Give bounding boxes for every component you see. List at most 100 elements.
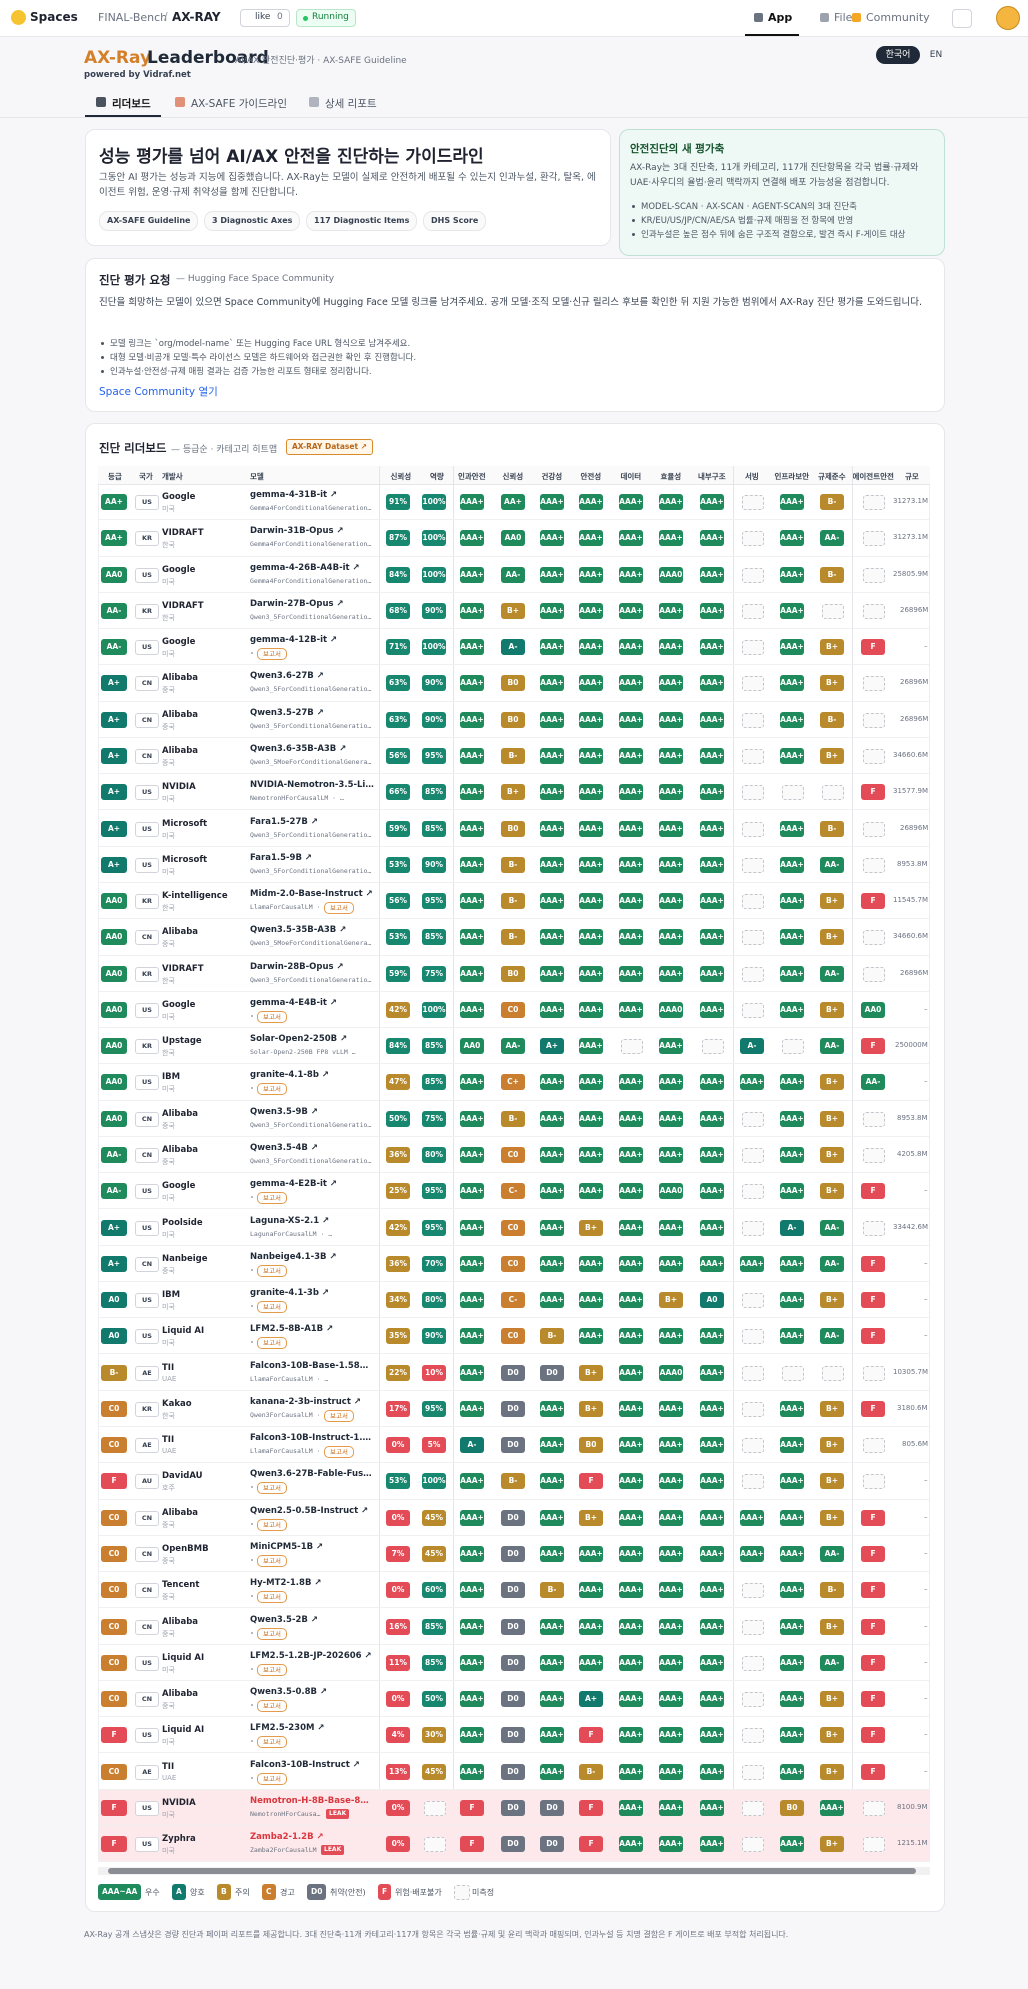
model-name[interactable]: Qwen3.5-2B ↗ — [250, 1614, 318, 1625]
report-tag[interactable]: 보고서 — [257, 648, 287, 661]
report-tag[interactable]: 보고서 — [257, 1083, 287, 1096]
report-tag[interactable]: 보고서 — [257, 1518, 287, 1531]
category-grade: AAA+ — [619, 1545, 643, 1562]
dataset-link[interactable]: AX-RAY Dataset ↗ — [286, 439, 373, 455]
column-header[interactable]: 국가 — [139, 472, 153, 481]
report-tag[interactable]: 보고서 — [257, 1264, 287, 1277]
model-name[interactable]: Fara1.5-27B ↗ — [250, 816, 318, 827]
report-tag[interactable]: 보고서 — [324, 902, 354, 915]
report-tag[interactable]: 보고서 — [257, 1554, 287, 1567]
model-name[interactable]: Qwen3.5-0.8B ↗ — [250, 1687, 328, 1698]
column-header[interactable]: 등급 — [108, 472, 122, 481]
model-name[interactable]: Falcon3-10B-Instruct ↗ — [250, 1759, 360, 1770]
report-tag[interactable]: 보고서 — [257, 1337, 287, 1350]
model-name[interactable]: Qwen3.6-27B-Fable-Fusion-71… — [250, 1469, 374, 1480]
column-header[interactable]: 내부구조 — [698, 472, 726, 481]
status-dot — [303, 16, 308, 21]
model-name[interactable]: Qwen3.5-4B ↗ — [250, 1142, 318, 1153]
model-name[interactable]: Nanbeige4.1-3B ↗ — [250, 1251, 337, 1262]
report-tag[interactable]: 보고서 — [257, 1192, 287, 1205]
avatar[interactable] — [996, 6, 1020, 30]
country-code: CN — [135, 1256, 159, 1272]
report-tag[interactable]: 보고서 — [257, 1482, 287, 1495]
model-name[interactable]: Fara1.5-9B ↗ — [250, 852, 313, 863]
report-tag[interactable]: 보고서 — [257, 1010, 287, 1023]
model-name[interactable]: Zamba2-1.2B ↗ — [250, 1832, 324, 1843]
category-grade: AAA+ — [619, 1691, 643, 1708]
model-name[interactable]: Qwen3.6-35B-A3B ↗ — [250, 744, 347, 755]
legend-label: 위험·배포불가 — [395, 1888, 442, 1897]
model-name[interactable]: Qwen3.5-35B-A3B ↗ — [250, 925, 347, 936]
column-header[interactable]: 규제준수 — [818, 472, 846, 481]
model-name[interactable]: Laguna-XS-2.1 ↗ — [250, 1215, 330, 1226]
model-name[interactable]: Solar-Open2-250B ↗ — [250, 1034, 348, 1045]
like-button[interactable]: like 0 — [240, 9, 290, 27]
model-name[interactable]: LFM2.5-1.2B-JP-202606 ↗ — [250, 1650, 372, 1661]
model-name[interactable]: Midm-2.0-Base-Instruct ↗ — [250, 889, 373, 900]
report-tag[interactable]: 보고서 — [257, 1663, 287, 1676]
tab[interactable]: AX-SAFE 가이드라인 — [191, 98, 287, 110]
model-name[interactable]: Hy-MT2-1.8B ↗ — [250, 1578, 322, 1589]
column-header[interactable]: 안전성 — [580, 472, 602, 481]
column-header[interactable]: 서빙 — [745, 472, 759, 481]
model-name[interactable]: Qwen3.6-27B ↗ — [250, 671, 324, 682]
column-header[interactable]: 개발사 — [162, 472, 183, 481]
menu-button[interactable] — [952, 9, 972, 28]
column-header[interactable]: 효율성 — [660, 472, 682, 481]
repo-name[interactable]: AX-RAY — [172, 10, 221, 24]
model-arch: NemotronHForCausalLM — [250, 1809, 322, 1818]
column-header[interactable]: 데이터 — [620, 472, 642, 481]
legend-label: 우수 — [145, 1888, 160, 1897]
model-name[interactable]: gemma-4-12B-it ↗ — [250, 635, 338, 646]
column-header[interactable]: 모델 — [250, 472, 264, 481]
model-name[interactable]: gemma-4-E2B-it ↗ — [250, 1179, 338, 1190]
category-grade: AAA+ — [579, 1654, 603, 1671]
grade-badge: C0 — [101, 1400, 127, 1417]
model-name[interactable]: Darwin-27B-Opus ↗ — [250, 598, 344, 609]
model-name[interactable]: Qwen3.5-9B ↗ — [250, 1106, 318, 1117]
report-tag[interactable]: 보고서 — [324, 1409, 354, 1422]
column-header[interactable]: 역량 — [430, 472, 444, 481]
report-tag[interactable]: 보고서 — [257, 1301, 287, 1314]
column-header[interactable]: 인과안전 — [458, 472, 486, 481]
model-name[interactable]: kanana-2-3b-instruct ↗ — [250, 1396, 361, 1407]
model-name[interactable]: Qwen3.5-27B ↗ — [250, 707, 324, 718]
org-name[interactable]: FINAL-Bench — [98, 11, 168, 24]
model-name[interactable]: Falcon3-10B-Instruct-1.58bit ↗ — [250, 1433, 374, 1444]
model-name[interactable]: LFM2.5-230M ↗ — [250, 1723, 325, 1734]
report-tag[interactable]: 보고서 — [257, 1736, 287, 1749]
report-tag[interactable]: 보고서 — [257, 1772, 287, 1785]
report-tag[interactable]: 보고서 — [257, 1627, 287, 1640]
scrollbar-thumb[interactable] — [108, 1868, 916, 1875]
column-header[interactable]: 규모 — [905, 472, 919, 481]
model-name[interactable]: granite-4.1-3b ↗ — [250, 1288, 329, 1299]
lang-en[interactable]: EN — [929, 50, 943, 60]
model-name[interactable]: NVIDIA-Nemotron-3.5-Lightni… — [250, 780, 374, 791]
tab[interactable]: 리더보드 — [112, 98, 151, 110]
model-name[interactable]: MiniCPM5-1B ↗ — [250, 1541, 324, 1552]
nav-tab[interactable]: App — [768, 11, 793, 24]
report-tag[interactable]: 보고서 — [257, 1591, 287, 1604]
nav-tab[interactable]: Community — [866, 11, 930, 24]
model-name[interactable]: LFM2.5-8B-A1B ↗ — [250, 1324, 334, 1335]
model-name[interactable]: Darwin-28B-Opus ↗ — [250, 961, 344, 972]
model-name[interactable]: Nemotron-H-8B-Base-8K ↗ — [250, 1795, 374, 1806]
column-header[interactable]: 인프라보안 — [774, 472, 810, 481]
model-name[interactable]: Darwin-31B-Opus ↗ — [250, 526, 344, 537]
column-header[interactable]: 건강성 — [541, 472, 563, 481]
lang-ko[interactable]: 한국어 — [876, 46, 920, 64]
model-name[interactable]: Falcon3-10B-Base-1.58bit-pre… — [250, 1360, 374, 1371]
column-header[interactable]: 신뢰성 — [390, 472, 412, 481]
model-name[interactable]: gemma-4-31B-it ↗ — [250, 490, 338, 501]
model-name[interactable]: gemma-4-E4B-it ↗ — [250, 997, 338, 1008]
model-name[interactable]: granite-4.1-8b ↗ — [250, 1070, 329, 1081]
community-link[interactable]: Space Community 열기 — [99, 386, 218, 398]
tab[interactable]: 상세 리포트 — [325, 98, 377, 110]
column-header[interactable]: 에이전트안전 — [852, 472, 894, 481]
trust-score: 71% — [386, 639, 410, 656]
model-name[interactable]: Qwen2.5-0.5B-Instruct ↗ — [250, 1505, 369, 1516]
column-header[interactable]: 신뢰성 — [502, 472, 524, 481]
report-tag[interactable]: 보고서 — [257, 1700, 287, 1713]
report-tag[interactable]: 보고서 — [324, 1446, 354, 1459]
model-name[interactable]: gemma-4-26B-A4B-it ↗ — [250, 562, 360, 573]
